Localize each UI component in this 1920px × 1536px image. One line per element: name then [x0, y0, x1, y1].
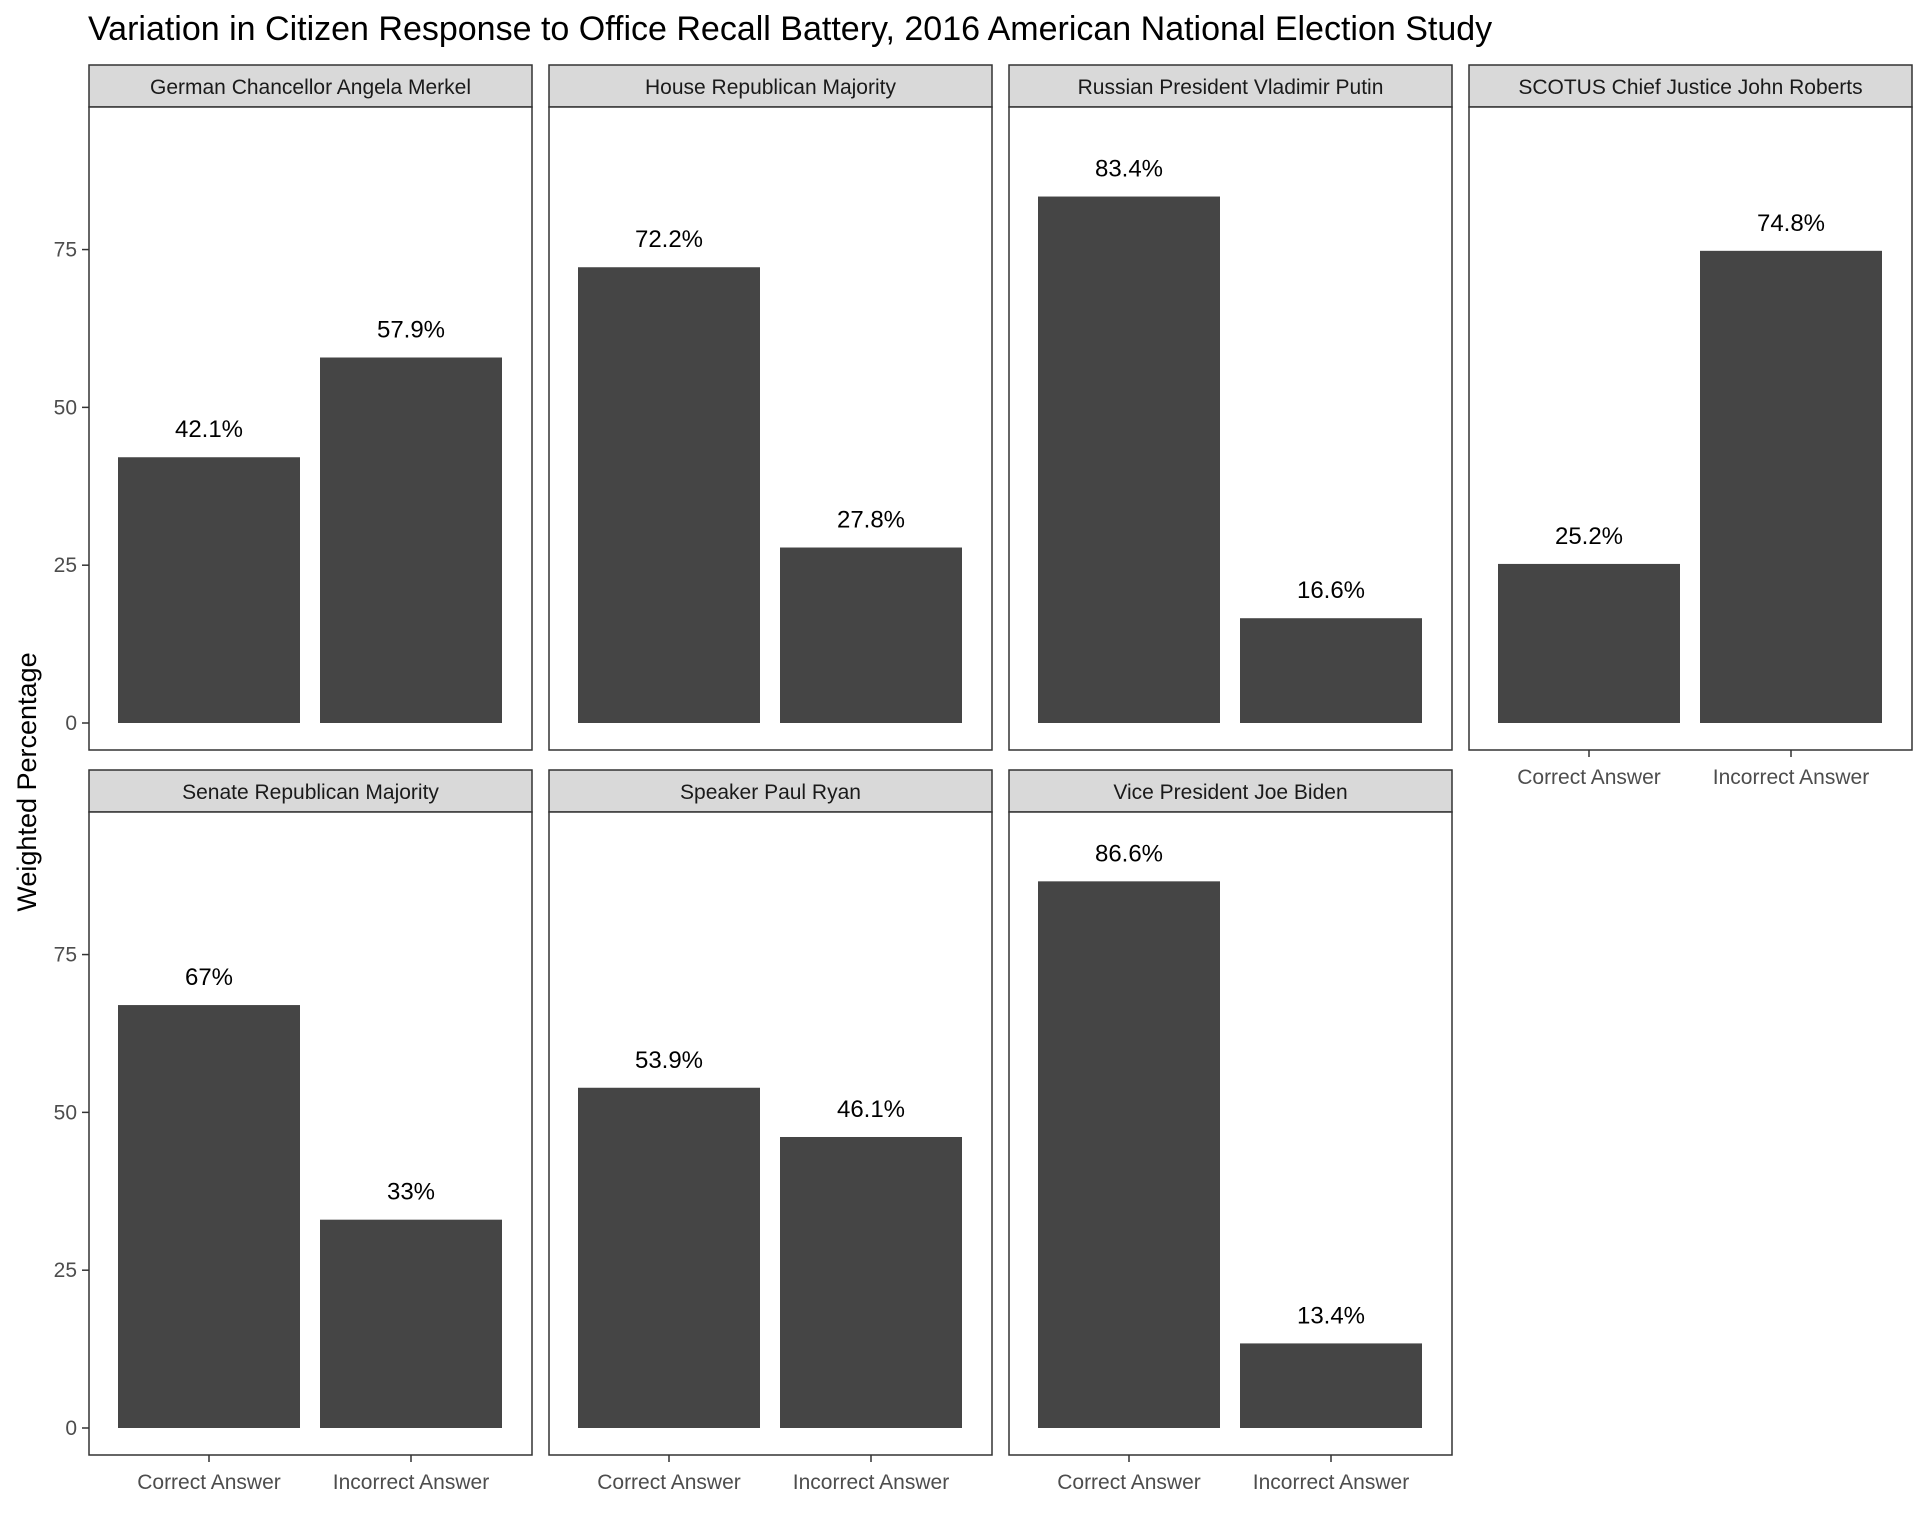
facet-strip	[1468, 64, 1913, 108]
bar-value-label: 83.4%	[1095, 156, 1163, 183]
bar-value-label: 74.8%	[1757, 210, 1825, 237]
y-tick-label: 75	[54, 944, 77, 967]
facet-title: SCOTUS Chief Justice John Roberts	[1518, 76, 1862, 99]
x-tick-label: Correct Answer	[137, 1471, 281, 1494]
bar-value-label: 53.9%	[635, 1047, 703, 1074]
y-tick-label: 75	[54, 239, 77, 262]
bar	[320, 357, 502, 723]
facet-panel: German Chancellor Angela Merkel 42.1% 57.9…	[54, 64, 533, 751]
bar	[1038, 196, 1220, 724]
facet-grid: German Chancellor Angela Merkel 42.1% 57.9…	[54, 64, 1913, 1494]
bar-value-label: 67%	[185, 964, 233, 991]
facet-panel: Senate Republican Majority 67% 33% 0 25 50 75 C…	[54, 769, 533, 1494]
bar-value-label: 42.1%	[175, 416, 243, 443]
facet-panel: Vice President Joe Biden 86.6% 13.4% Correc…	[1008, 769, 1453, 1494]
x-tick-label: Incorrect Answer	[1713, 766, 1869, 789]
bar-value-label: 25.2%	[1555, 523, 1623, 550]
bar-value-label: 16.6%	[1297, 577, 1365, 604]
facet-title: Senate Republican Majority	[182, 781, 439, 804]
bar-value-label: 46.1%	[837, 1096, 905, 1123]
y-tick-label: 25	[54, 1259, 77, 1282]
facet-title: Russian President Vladimir Putin	[1078, 76, 1384, 99]
bar-value-label: 13.4%	[1297, 1302, 1365, 1329]
facet-strip	[548, 64, 993, 108]
y-tick-label: 0	[65, 712, 77, 735]
bar-value-label: 86.6%	[1095, 840, 1163, 867]
chart-title: Variation in Citizen Response to Office …	[88, 10, 1492, 48]
facet-strip	[548, 769, 993, 813]
facet-panel: Speaker Paul Ryan 53.9% 46.1% Correct Answe…	[548, 769, 993, 1494]
x-tick-label: Incorrect Answer	[793, 1471, 949, 1494]
bar	[1038, 881, 1220, 1428]
facet-strip	[88, 64, 533, 108]
x-tick-label: Correct Answer	[1517, 766, 1661, 789]
bar	[578, 1087, 760, 1428]
y-tick-label: 50	[54, 1101, 77, 1124]
y-tick-label: 25	[54, 554, 77, 577]
facet-strip	[1008, 64, 1453, 108]
facet-panel: Russian President Vladimir Putin 83.4% 16.…	[1008, 64, 1453, 751]
bar	[118, 457, 300, 723]
bar-value-label: 57.9%	[377, 317, 445, 344]
bar	[780, 547, 962, 723]
bar-value-label: 72.2%	[635, 226, 703, 253]
x-tick-label: Correct Answer	[597, 1471, 741, 1494]
bar	[118, 1005, 300, 1428]
facet-title: Speaker Paul Ryan	[680, 781, 861, 804]
x-tick-label: Correct Answer	[1057, 1471, 1201, 1494]
y-axis-title: Weighted Percentage	[12, 652, 42, 911]
bar	[1240, 618, 1422, 723]
y-tick-label: 0	[65, 1417, 77, 1440]
bar	[320, 1219, 502, 1428]
bar	[1498, 563, 1680, 723]
y-tick-label: 50	[54, 396, 77, 419]
bar	[1700, 250, 1882, 723]
facet-panel: House Republican Majority 72.2% 27.8%	[548, 64, 993, 751]
facet-title: German Chancellor Angela Merkel	[150, 76, 471, 99]
bar-value-label: 33%	[387, 1179, 435, 1206]
x-tick-label: Incorrect Answer	[1253, 1471, 1409, 1494]
bar	[578, 267, 760, 723]
facet-title: House Republican Majority	[645, 76, 896, 99]
bar	[780, 1136, 962, 1428]
bar-value-label: 27.8%	[837, 507, 905, 534]
facet-title: Vice President Joe Biden	[1113, 781, 1347, 804]
x-tick-label: Incorrect Answer	[333, 1471, 489, 1494]
facet-panel: SCOTUS Chief Justice John Roberts 25.2% 74…	[1468, 64, 1913, 789]
bar	[1240, 1343, 1422, 1428]
